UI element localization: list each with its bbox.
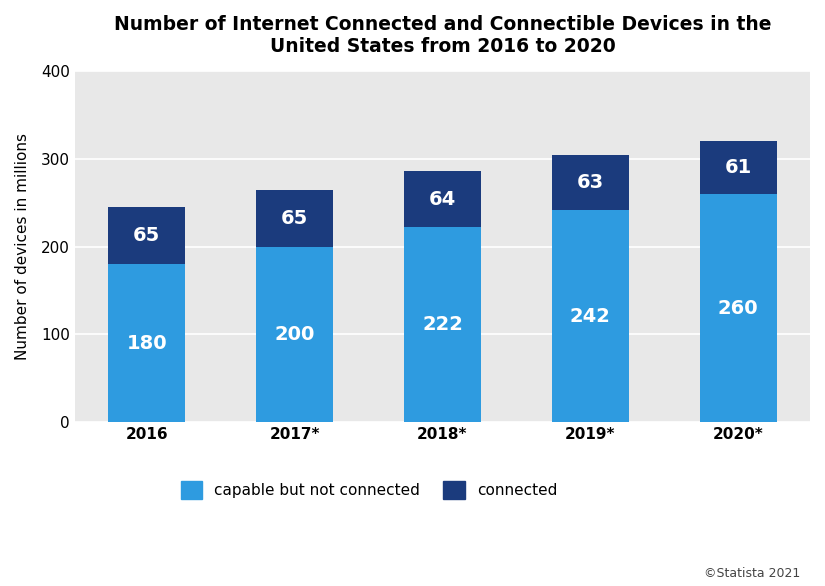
Bar xyxy=(700,194,776,422)
Y-axis label: Number of devices in millions: Number of devices in millions xyxy=(15,133,30,360)
Legend: capable but not connected, connected: capable but not connected, connected xyxy=(175,475,563,505)
Bar xyxy=(257,247,333,422)
Text: 200: 200 xyxy=(275,325,315,344)
Bar xyxy=(257,190,333,247)
Bar xyxy=(552,155,629,210)
Text: 242: 242 xyxy=(570,306,610,325)
Text: 64: 64 xyxy=(429,190,456,209)
Bar xyxy=(700,141,776,194)
Text: 180: 180 xyxy=(126,333,167,353)
Bar xyxy=(108,264,186,422)
Bar xyxy=(108,207,186,264)
Text: 65: 65 xyxy=(133,226,160,246)
Text: 260: 260 xyxy=(718,299,758,318)
Text: 63: 63 xyxy=(577,173,604,192)
Text: 65: 65 xyxy=(281,209,309,228)
Text: 61: 61 xyxy=(724,158,752,177)
Title: Number of Internet Connected and Connectible Devices in the
United States from 2: Number of Internet Connected and Connect… xyxy=(114,15,771,56)
Bar xyxy=(404,227,481,422)
Bar xyxy=(552,210,629,422)
Bar xyxy=(404,171,481,227)
Text: 222: 222 xyxy=(422,315,463,334)
Text: ©Statista 2021: ©Statista 2021 xyxy=(704,567,800,580)
